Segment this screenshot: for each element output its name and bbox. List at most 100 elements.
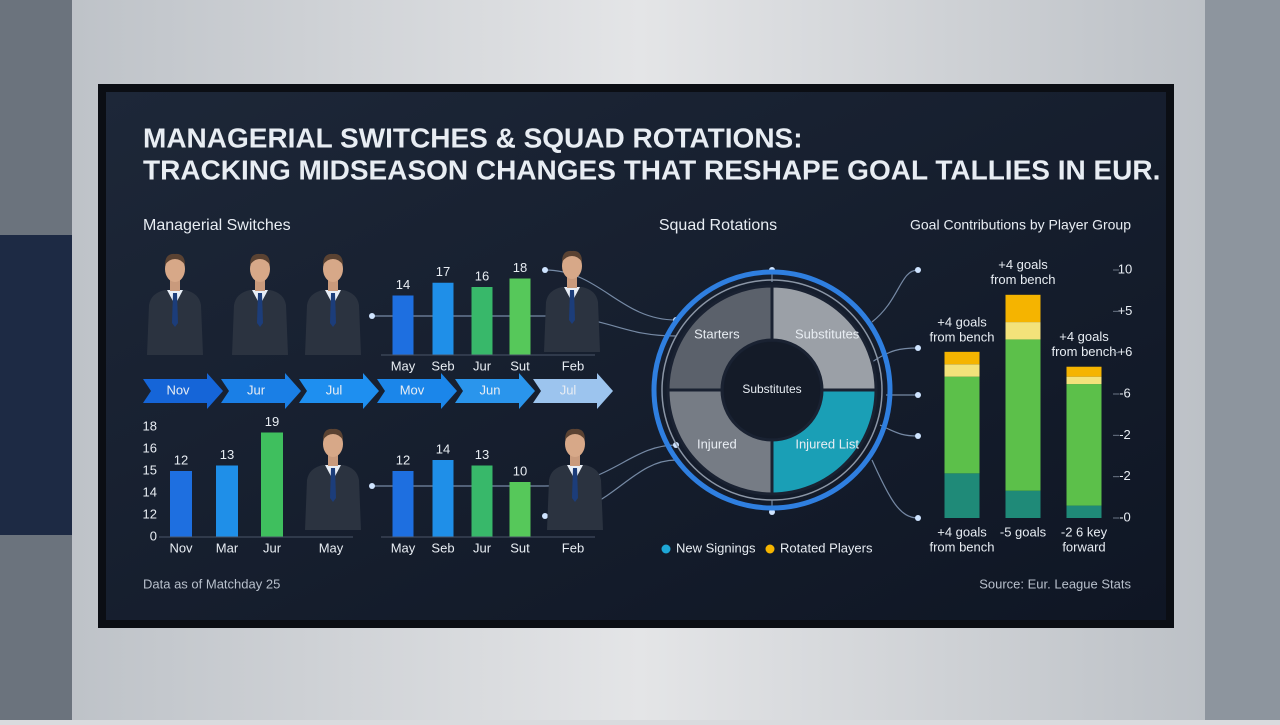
y-tick-label: 18 (143, 418, 157, 433)
slice-label: Substitutes (795, 326, 860, 341)
hair (323, 253, 343, 265)
manager-figure (147, 253, 203, 355)
timeline-arrow (377, 373, 457, 409)
bar-segment (944, 364, 980, 377)
bar (432, 282, 454, 355)
bar-annotation: -2 6 key (1061, 524, 1108, 539)
manager-figure (305, 428, 361, 530)
timeline-label: Jul (326, 382, 343, 397)
footnote: Data as of Matchday 25 (143, 576, 280, 591)
timeline-arrow (455, 373, 535, 409)
value-label: 13 (220, 447, 234, 462)
bar-annotation: +4 goals (937, 314, 987, 329)
dot (915, 392, 921, 398)
ring (661, 279, 883, 501)
x-tick-label: May (391, 358, 416, 373)
y-tick-label: -6 (1119, 385, 1131, 400)
timeline-label: Jun (480, 382, 501, 397)
x-tick-label: Seb (431, 540, 454, 555)
pie-slice (770, 388, 878, 496)
bar-annotation: from bench (929, 329, 994, 344)
dot (915, 433, 921, 439)
pie-slice (666, 388, 774, 496)
head (565, 431, 585, 457)
bar-segment (944, 473, 980, 518)
value-label: 12 (174, 452, 188, 467)
bar (471, 287, 493, 355)
legend-label: Rotated Players (780, 540, 873, 555)
section-heading: Managerial Switches (143, 217, 291, 234)
bar (432, 460, 454, 537)
dot (369, 313, 375, 319)
bar-segment (1066, 505, 1102, 518)
bar-annotation: +4 goals (1059, 329, 1109, 344)
timeline-arrow (533, 373, 613, 409)
connector (871, 269, 919, 519)
y-tick-label: -2 (1119, 427, 1131, 442)
timeline-label: Nov (166, 382, 190, 397)
bar-annotation: -5 goals (1000, 524, 1047, 539)
value-label: 14 (396, 277, 410, 292)
head (323, 431, 343, 457)
x-tick-label: Jur (473, 358, 492, 373)
timeline-arrow (221, 373, 301, 409)
ring (651, 269, 893, 511)
bar-segment (1005, 490, 1041, 518)
manager-figure (544, 250, 600, 352)
head (250, 256, 270, 282)
x-tick-label: May (319, 540, 344, 555)
value-label: 18 (513, 260, 527, 275)
neck (328, 454, 338, 466)
dot (769, 509, 775, 515)
bar (216, 465, 238, 537)
section-heading: Goal Contributions by Player Group (910, 217, 1131, 233)
bar-segment (1005, 322, 1041, 340)
y-tick-label: 16 (143, 440, 157, 455)
bar (509, 278, 531, 355)
value-label: 12 (396, 452, 410, 467)
dot (915, 515, 921, 521)
hair (323, 428, 343, 440)
bar (170, 471, 192, 537)
y-tick-label: 14 (143, 484, 157, 499)
tie (257, 293, 263, 327)
pie-slice (770, 284, 878, 392)
connector (544, 269, 677, 321)
center-label: Substitutes (742, 382, 801, 396)
legend-swatch (765, 544, 775, 554)
x-tick-label: Feb (562, 540, 584, 555)
head (165, 256, 185, 282)
neck (567, 276, 577, 288)
head (323, 256, 343, 282)
value-label: 16 (475, 268, 489, 283)
x-tick-label: Sut (510, 358, 530, 373)
side-screen (0, 235, 72, 535)
timeline-arrow (143, 373, 223, 409)
manager-figure (232, 253, 288, 355)
y-tick-label: -2 (1119, 468, 1131, 483)
bar-annotation: from bench (1051, 344, 1116, 359)
timeline-arrow (299, 373, 379, 409)
bar (392, 295, 414, 355)
bar-segment (1066, 384, 1102, 506)
tie (569, 290, 575, 324)
right-room (1205, 0, 1280, 720)
bar-annotation: forward (1062, 539, 1105, 554)
bar-segment (1005, 294, 1041, 323)
bar-segment (1066, 366, 1102, 377)
pie-slice (666, 284, 774, 392)
slice-label: Injured List (795, 437, 859, 452)
value-label: 10 (513, 463, 527, 478)
dot (369, 483, 375, 489)
pie-hole (724, 342, 820, 438)
value-label: 17 (436, 264, 450, 279)
neck (255, 279, 265, 291)
bar (471, 465, 493, 537)
section-heading: Squad Rotations (659, 217, 777, 234)
y-tick-label: -0 (1119, 509, 1131, 524)
tie (330, 293, 336, 327)
title-line: TRACKING MIDSEASON CHANGES THAT RESHAPE … (143, 154, 1160, 185)
legend-label: New Signings (676, 540, 756, 555)
bar-segment (944, 351, 980, 365)
